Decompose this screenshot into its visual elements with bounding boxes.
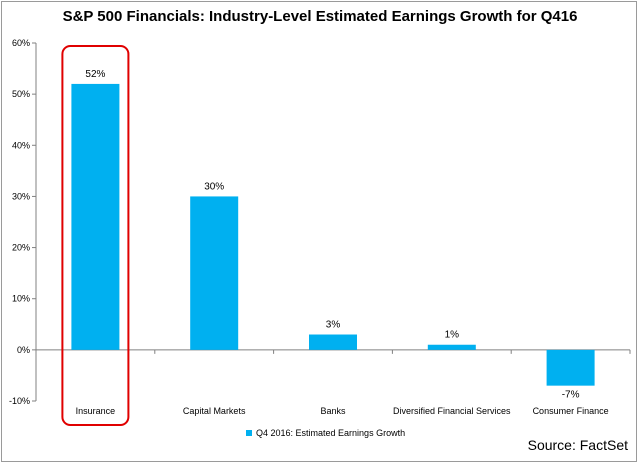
data-label: 52% <box>85 69 105 80</box>
y-tick-label: 50% <box>12 89 30 99</box>
y-tick-label: 20% <box>12 243 30 253</box>
axes-group: -10% 0% 10% 20% 30% 40% 50% 60% <box>9 38 631 406</box>
data-label: 30% <box>204 181 224 192</box>
category-label: Consumer Finance <box>533 406 609 416</box>
bars-group <box>71 83 595 386</box>
chart-title: S&P 500 Financials: Industry-Level Estim… <box>62 8 578 25</box>
category-label: Insurance <box>76 406 116 416</box>
data-label: 3% <box>326 320 341 331</box>
bar-diversified-financial-services <box>427 344 476 350</box>
source-label: Source: FactSet <box>527 437 628 453</box>
legend-swatch <box>246 430 252 436</box>
bar-banks <box>309 334 357 350</box>
bar-capital-markets <box>190 196 239 350</box>
legend: Q4 2016: Estimated Earnings Growth <box>246 428 405 438</box>
y-tick-label: 10% <box>12 294 30 304</box>
y-tick-label: 60% <box>12 38 30 48</box>
y-tick-label: -10% <box>9 396 30 406</box>
highlight-box <box>61 45 130 426</box>
data-label: 1% <box>445 330 460 341</box>
y-tick-label: 40% <box>12 140 30 150</box>
data-label: -7% <box>562 390 580 401</box>
y-tick-label: 0% <box>17 345 30 355</box>
legend-label: Q4 2016: Estimated Earnings Growth <box>256 428 405 438</box>
category-label: Diversified Financial Services <box>393 406 511 416</box>
category-label: Capital Markets <box>183 406 246 416</box>
bar-insurance <box>71 83 120 350</box>
bar-consumer-finance <box>546 349 595 386</box>
y-tick-label: 30% <box>12 191 30 201</box>
labels-group: 52% Insurance 30% Capital Markets 3% Banks 1% D… <box>61 45 609 426</box>
category-label: Banks <box>320 406 346 416</box>
